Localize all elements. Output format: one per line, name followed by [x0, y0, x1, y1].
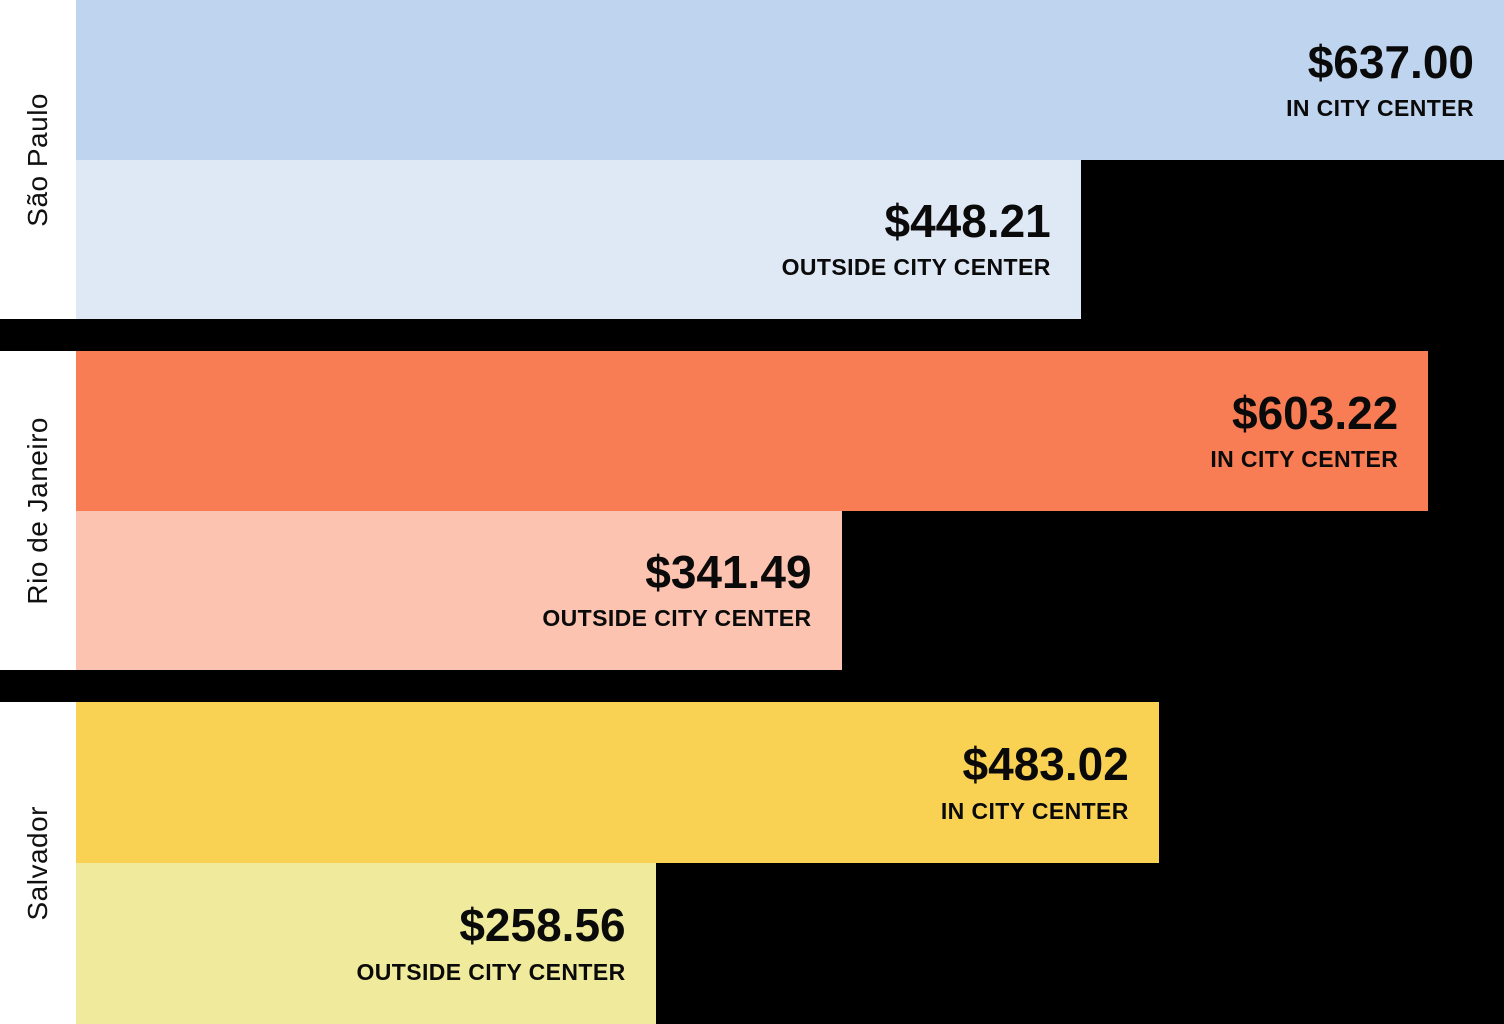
city-label-column: Salvador	[0, 702, 76, 1024]
bar-price: $603.22	[1231, 386, 1399, 439]
city-label-column: Rio de Janeiro	[0, 351, 76, 670]
bars-area: $483.02 IN CITY CENTER $258.56 OUTSIDE C…	[76, 702, 1504, 1024]
city-label-sao-paulo: São Paulo	[22, 92, 53, 227]
bar-label: OUTSIDE CITY CENTER	[781, 254, 1051, 281]
city-label-column: São Paulo	[0, 0, 76, 319]
bars-area: $603.22 IN CITY CENTER $341.49 OUTSIDE C…	[76, 351, 1504, 670]
bar-salvador-in-city-center: $483.02 IN CITY CENTER	[76, 702, 1159, 863]
city-label-salvador: Salvador	[22, 805, 53, 921]
bar-price: $341.49	[645, 546, 812, 599]
bar-label: IN CITY CENTER	[1210, 445, 1399, 472]
city-group-sao-paulo: São Paulo $637.00 IN CITY CENTER $448.21…	[0, 0, 1504, 319]
city-group-rio-de-janeiro: Rio de Janeiro $603.22 IN CITY CENTER $3…	[0, 351, 1504, 670]
bar-row: $341.49 OUTSIDE CITY CENTER	[76, 510, 1504, 670]
bar-price: $483.02	[962, 738, 1129, 791]
bar-sao-paulo-outside-city-center: $448.21 OUTSIDE CITY CENTER	[76, 159, 1081, 319]
bar-row: $258.56 OUTSIDE CITY CENTER	[76, 863, 1504, 1024]
bar-label: OUTSIDE CITY CENTER	[542, 605, 812, 632]
bar-sao-paulo-in-city-center: $637.00 IN CITY CENTER	[76, 0, 1504, 160]
bar-label: IN CITY CENTER	[940, 797, 1129, 824]
city-label-rio-de-janeiro: Rio de Janeiro	[22, 416, 53, 605]
bar-rio-outside-city-center: $341.49 OUTSIDE CITY CENTER	[76, 510, 842, 670]
bar-label: OUTSIDE CITY CENTER	[356, 958, 626, 985]
bar-price: $448.21	[884, 195, 1051, 248]
bar-row: $483.02 IN CITY CENTER	[76, 702, 1504, 863]
bar-row: $448.21 OUTSIDE CITY CENTER	[76, 159, 1504, 319]
bars-area: $637.00 IN CITY CENTER $448.21 OUTSIDE C…	[76, 0, 1504, 319]
bar-price: $258.56	[459, 899, 626, 952]
bar-row: $603.22 IN CITY CENTER	[76, 351, 1504, 511]
city-group-salvador: Salvador $483.02 IN CITY CENTER $258.56 …	[0, 702, 1504, 1024]
bar-salvador-outside-city-center: $258.56 OUTSIDE CITY CENTER	[76, 863, 656, 1024]
bar-price: $637.00	[1307, 35, 1474, 88]
bar-label: IN CITY CENTER	[1286, 94, 1474, 121]
bar-row: $637.00 IN CITY CENTER	[76, 0, 1504, 160]
bar-rio-in-city-center: $603.22 IN CITY CENTER	[76, 351, 1429, 511]
